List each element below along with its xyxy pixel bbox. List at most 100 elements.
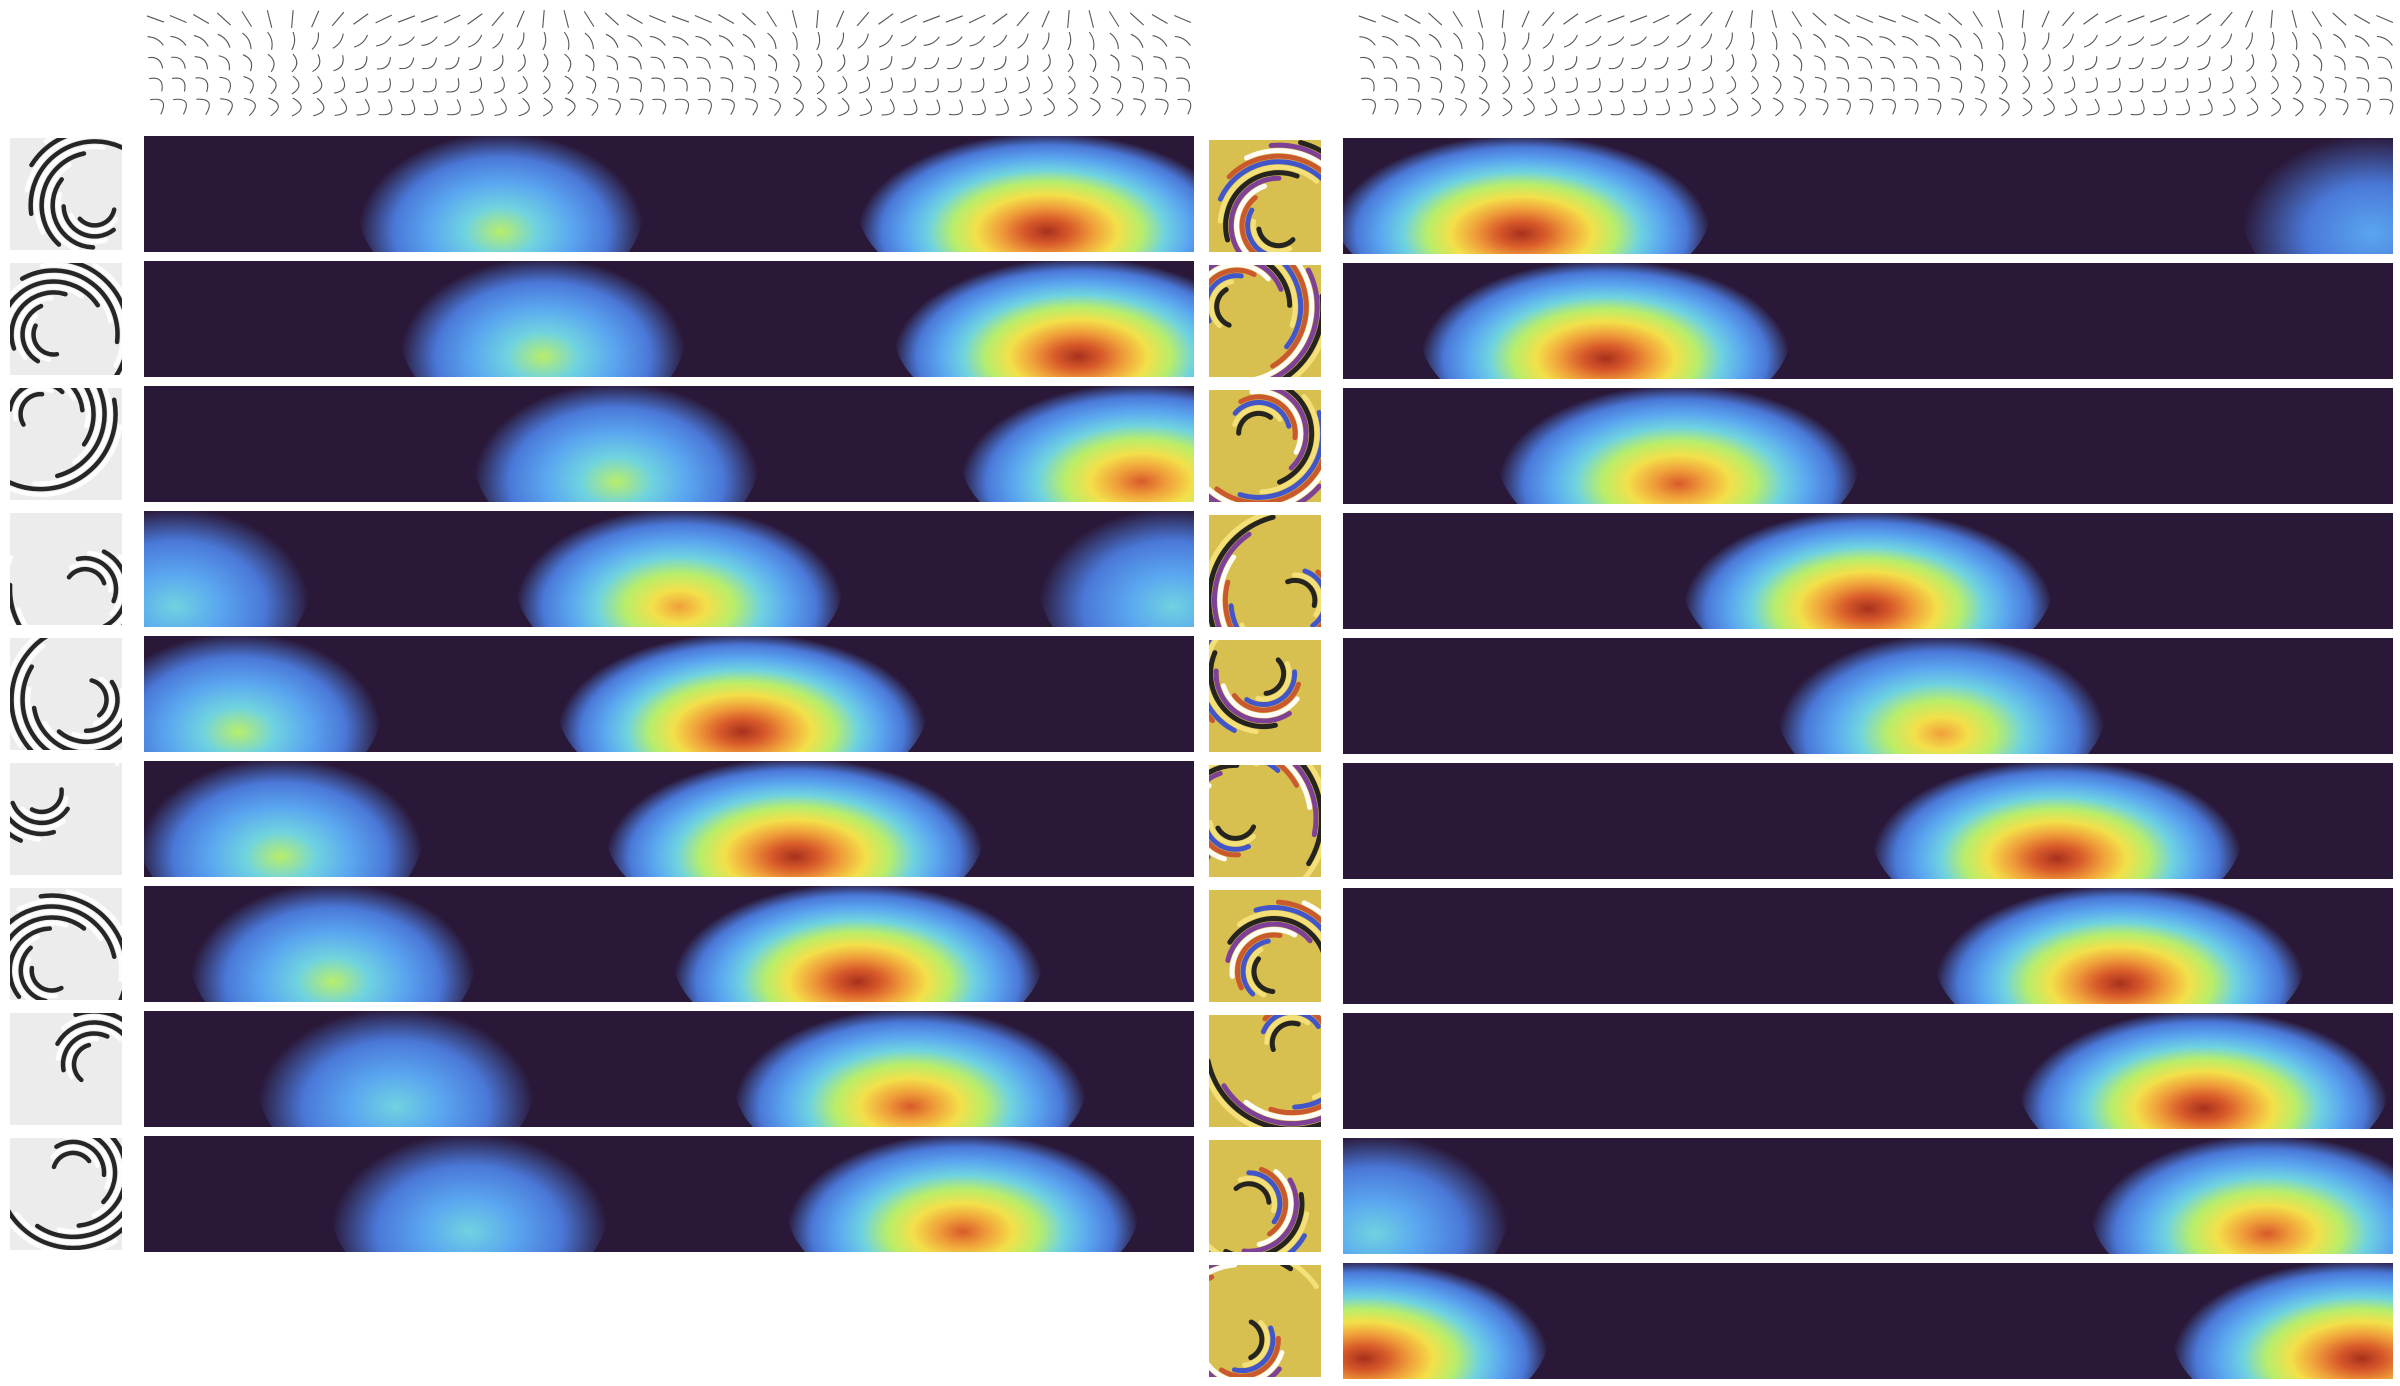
orientation-glyph (172, 77, 186, 92)
orientation-glyph (768, 76, 779, 94)
orientation-glyph (2084, 56, 2098, 71)
orientation-glyph (1452, 11, 1464, 27)
orientation-glyph (1951, 98, 1965, 116)
orientation-glyph (2196, 13, 2212, 25)
orientation-glyph (1151, 13, 1168, 25)
orientation-glyph (1358, 15, 1376, 23)
orientation-glyph (1726, 75, 1737, 95)
right-orientation-header (1356, 8, 2396, 126)
heatmap-row (144, 511, 1194, 627)
heatmap-row (1343, 138, 2393, 254)
orientation-glyph (585, 54, 595, 72)
orientation-glyph (1564, 56, 1578, 71)
orientation-glyph (1522, 54, 1531, 73)
orientation-glyph (1608, 57, 1624, 70)
response-peak (1498, 388, 1860, 504)
orientation-glyph (1724, 10, 1734, 28)
orientation-glyph (267, 75, 277, 95)
response-peak (473, 386, 760, 502)
orientation-glyph (992, 13, 1008, 25)
orientation-glyph (947, 78, 962, 93)
orientation-glyph (1176, 77, 1190, 92)
orientation-glyph (970, 57, 985, 70)
stimulus-image (1209, 515, 1321, 627)
orientation-glyph (606, 55, 619, 71)
orientation-glyph (1924, 13, 1941, 25)
orientation-glyph (2333, 33, 2347, 48)
orientation-glyph (1111, 97, 1124, 117)
orientation-glyph (2022, 75, 2031, 95)
response-heatmap (144, 386, 1194, 502)
response-heatmap (144, 511, 1194, 627)
orientation-glyph (196, 98, 210, 115)
stimulus-thumbnail (10, 1138, 122, 1250)
heatmap-row (1343, 1138, 2393, 1254)
orientation-glyph (2220, 11, 2233, 27)
orientation-glyph (243, 76, 254, 94)
orientation-glyph (948, 99, 963, 116)
stimulus-image (10, 1138, 122, 1250)
orientation-glyph (1382, 35, 1399, 46)
orientation-glyph (1975, 97, 1987, 117)
orientation-glyph (651, 77, 665, 92)
orientation-glyph (2379, 98, 2394, 115)
stimulus-image (1209, 390, 1321, 502)
orientation-glyph (1360, 56, 1376, 69)
orientation-glyph (2354, 13, 2371, 25)
orientation-glyph (2105, 35, 2122, 47)
orientation-glyph (1067, 9, 1070, 29)
orientation-glyph (1563, 13, 1579, 25)
orientation-glyph (856, 11, 870, 27)
orientation-glyph (1585, 35, 1602, 47)
orientation-glyph (1997, 10, 2004, 28)
stimulus-image (10, 763, 122, 875)
orientation-glyph (1382, 56, 1398, 69)
orientation-glyph (194, 56, 209, 70)
orientation-glyph (542, 75, 551, 95)
orientation-glyph (2174, 57, 2189, 70)
orientation-glyph (1588, 99, 1603, 116)
orientation-glyph (630, 98, 644, 115)
orientation-glyph (2086, 98, 2100, 116)
orientation-glyph (719, 56, 734, 70)
orientation-glyph (2022, 97, 2033, 117)
orientation-glyph (1771, 31, 1778, 50)
orientation-glyph (816, 75, 825, 95)
orientation-glyph (2127, 15, 2145, 23)
orientation-glyph (398, 36, 415, 46)
orientation-glyph (1016, 11, 1030, 27)
orientation-glyph (791, 10, 798, 28)
orientation-glyph (353, 13, 369, 25)
orientation-glyph (2150, 36, 2167, 46)
orientation-glyph (195, 77, 209, 93)
orientation-glyph (1502, 53, 1508, 73)
orientation-glyph (1359, 36, 1376, 46)
orientation-glyph (147, 36, 164, 46)
orientation-glyph (1042, 54, 1051, 73)
orientation-glyph (312, 75, 323, 95)
orientation-glyph (493, 55, 504, 72)
response-peak (786, 1136, 1140, 1252)
orientation-glyph (859, 76, 871, 94)
orientation-glyph (1523, 75, 1533, 95)
orientation-glyph (494, 98, 507, 116)
orientation-glyph (857, 33, 869, 49)
orientation-glyph (1018, 55, 1029, 72)
orientation-glyph (1607, 15, 1625, 23)
stimulus-image (10, 388, 122, 500)
orientation-glyph (1973, 54, 1984, 72)
orientation-glyph (169, 15, 187, 23)
orientation-glyph (2062, 33, 2074, 49)
orientation-glyph (1814, 55, 1826, 71)
orientation-glyph (2376, 15, 2394, 23)
orientation-glyph (1089, 53, 1097, 73)
orientation-glyph (1154, 77, 1167, 93)
orientation-glyph (673, 56, 689, 69)
orientation-glyph (354, 56, 368, 71)
orientation-glyph (311, 10, 320, 28)
orientation-glyph (1703, 98, 1716, 116)
response-heatmap (1343, 888, 2393, 1004)
orientation-glyph (148, 56, 164, 69)
orientation-glyph (903, 99, 918, 116)
orientation-glyph (1587, 78, 1601, 93)
